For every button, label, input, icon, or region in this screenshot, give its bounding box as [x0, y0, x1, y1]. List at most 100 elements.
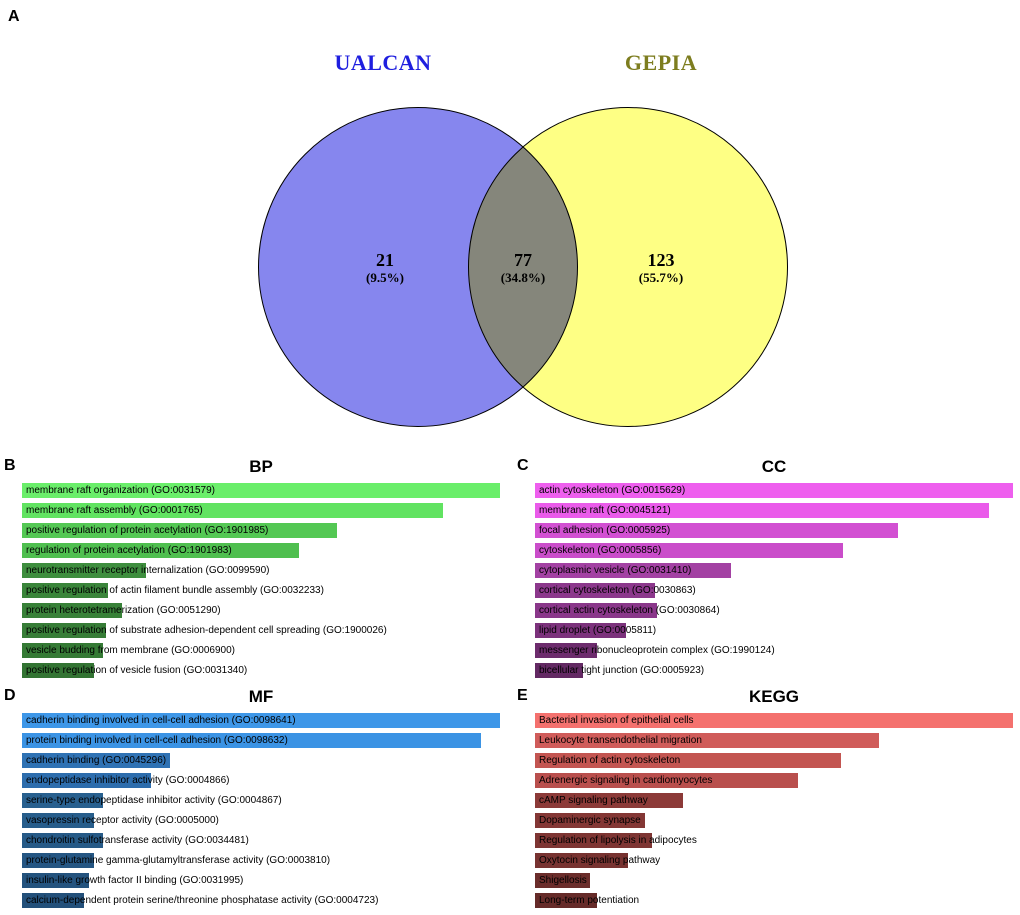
bar-row: calcium-dependent protein serine/threoni…	[22, 893, 500, 908]
bar-row: regulation of protein acetylation (GO:19…	[22, 543, 500, 558]
bar-label: actin cytoskeleton (GO:0015629)	[539, 485, 686, 496]
chart-panel-kegg: E KEGG Bacterial invasion of epithelial …	[513, 685, 1020, 915]
bar-row: positive regulation of actin filament bu…	[22, 583, 500, 598]
bar-label: protein binding involved in cell-cell ad…	[26, 735, 288, 746]
bar	[22, 583, 109, 598]
venn-left-title: UALCAN	[334, 50, 432, 75]
bar	[535, 733, 880, 748]
bar-row: protein binding involved in cell-cell ad…	[22, 733, 500, 748]
bar	[22, 733, 481, 748]
bar-row: Bacterial invasion of epithelial cells	[535, 713, 1013, 728]
bar-label: chondroitin sulfotransferase activity (G…	[26, 835, 249, 846]
bar	[22, 503, 443, 518]
bar-label: endopeptidase inhibitor activity (GO:000…	[26, 775, 230, 786]
venn-overlap-count-pct: (34.8%)	[500, 270, 546, 285]
bar-row: lipid droplet (GO:0005811)	[535, 623, 1013, 638]
bar-label: membrane raft organization (GO:0031579)	[26, 485, 215, 496]
bar-row: positive regulation of substrate adhesio…	[22, 623, 500, 638]
bar	[535, 623, 626, 638]
bar-row: membrane raft (GO:0045121)	[535, 503, 1013, 518]
bar-label: cytoplasmic vesicle (GO:0031410)	[539, 565, 692, 576]
bar	[535, 813, 645, 828]
bar-rows-bp: membrane raft organization (GO:0031579) m…	[22, 483, 500, 683]
bar-label: positive regulation of protein acetylati…	[26, 525, 269, 536]
bar	[535, 603, 658, 618]
bar-label: Regulation of actin cytoskeleton	[539, 755, 681, 766]
bar-label: cadherin binding (GO:0045296)	[26, 755, 167, 766]
panel-label-e: E	[517, 687, 528, 704]
chart-title-kegg: KEGG	[748, 687, 800, 706]
bar-label: regulation of protein acetylation (GO:19…	[26, 545, 232, 556]
panel-label-a: A	[8, 8, 20, 25]
venn-left-count-value: 21	[375, 250, 394, 270]
venn-right-title: GEPIA	[624, 50, 698, 75]
bar	[22, 523, 338, 538]
bar-row: messenger ribonucleoprotein complex (GO:…	[535, 643, 1013, 658]
bar	[535, 713, 1013, 728]
bar-row: Regulation of actin cytoskeleton	[535, 753, 1013, 768]
bar	[22, 853, 94, 868]
bar-row: cytoskeleton (GO:0005856)	[535, 543, 1013, 558]
bar-rows-mf: cadherin binding involved in cell-cell a…	[22, 713, 500, 913]
bar	[535, 563, 731, 578]
bar-row: positive regulation of protein acetylati…	[22, 523, 500, 538]
bar	[535, 663, 583, 678]
bar-label: cytoskeleton (GO:0005856)	[539, 545, 662, 556]
bar-row: cortical cytoskeleton (GO:0030863)	[535, 583, 1013, 598]
bar	[22, 713, 500, 728]
bar-label: cortical cytoskeleton (GO:0030863)	[539, 585, 696, 596]
bar-label: protein-glutamine gamma-glutamyltransfer…	[26, 855, 331, 866]
bar	[22, 813, 94, 828]
bar-row: bicellular tight junction (GO:0005923)	[535, 663, 1013, 678]
bar-row: membrane raft organization (GO:0031579)	[22, 483, 500, 498]
bar-label: positive regulation of vesicle fusion (G…	[26, 665, 248, 676]
bar-row: Long-term potentiation	[535, 893, 1013, 908]
bar	[535, 523, 899, 538]
bar-row: focal adhesion (GO:0005925)	[535, 523, 1013, 538]
venn-left-count: 21 (9.5%)	[366, 250, 404, 285]
bar-label: cortical actin cytoskeleton (GO:0030864)	[539, 605, 720, 616]
bar-label: Regulation of lipolysis in adipocytes	[539, 835, 697, 846]
bar-row: vasopressin receptor activity (GO:000500…	[22, 813, 500, 828]
panel-label-b: B	[4, 457, 16, 474]
bar-row: insulin-like growth factor II binding (G…	[22, 873, 500, 888]
chart-panel-mf: D MF cadherin binding involved in cell-c…	[0, 685, 510, 915]
bar	[22, 893, 85, 908]
panel-label-c: C	[517, 457, 529, 474]
chart-panel-bp: B BP membrane raft organization (GO:0031…	[0, 455, 510, 685]
bar-row: positive regulation of vesicle fusion (G…	[22, 663, 500, 678]
chart-panel-cc: C CC actin cytoskeleton (GO:0015629) memb…	[513, 455, 1020, 685]
bar-label: bicellular tight junction (GO:0005923)	[539, 665, 705, 676]
bar	[22, 483, 500, 498]
bar-row: Oxytocin signaling pathway	[535, 853, 1013, 868]
bar-label: calcium-dependent protein serine/threoni…	[26, 895, 379, 906]
bar-label: Shigellosis	[539, 875, 587, 886]
bar	[22, 543, 300, 558]
bar-label: cAMP signaling pathway	[539, 795, 648, 806]
bar-label: Oxytocin signaling pathway	[539, 855, 661, 866]
bar	[22, 663, 94, 678]
bar-label: vesicle budding from membrane (GO:000690…	[26, 645, 235, 656]
venn-overlap-count: 77 (34.8%)	[501, 250, 545, 285]
venn-panel: A UALCAN GEPIA 21 (9.5%) 77 (34.8%) 123 …	[0, 0, 1020, 455]
bar-label: membrane raft assembly (GO:0001765)	[26, 505, 203, 516]
bar-label: Dopaminergic synapse	[539, 815, 641, 826]
bar-label: membrane raft (GO:0045121)	[539, 505, 671, 516]
bar-rows-kegg: Bacterial invasion of epithelial cells Le…	[535, 713, 1013, 913]
bar	[535, 543, 844, 558]
bar	[22, 833, 104, 848]
venn-left-count-pct: (9.5%)	[366, 270, 404, 285]
bar-label: positive regulation of substrate adhesio…	[26, 625, 387, 636]
bar-row: Shigellosis	[535, 873, 1013, 888]
bar	[535, 643, 598, 658]
bar-label: Long-term potentiation	[539, 895, 640, 906]
bar	[535, 893, 598, 908]
bar-row: Leukocyte transendothelial migration	[535, 733, 1013, 748]
bar-label: Leukocyte transendothelial migration	[539, 735, 702, 746]
bar	[22, 643, 104, 658]
bar-label: lipid droplet (GO:0005811)	[539, 625, 657, 636]
bar-row: actin cytoskeleton (GO:0015629)	[535, 483, 1013, 498]
bar	[535, 793, 684, 808]
bar	[22, 873, 89, 888]
